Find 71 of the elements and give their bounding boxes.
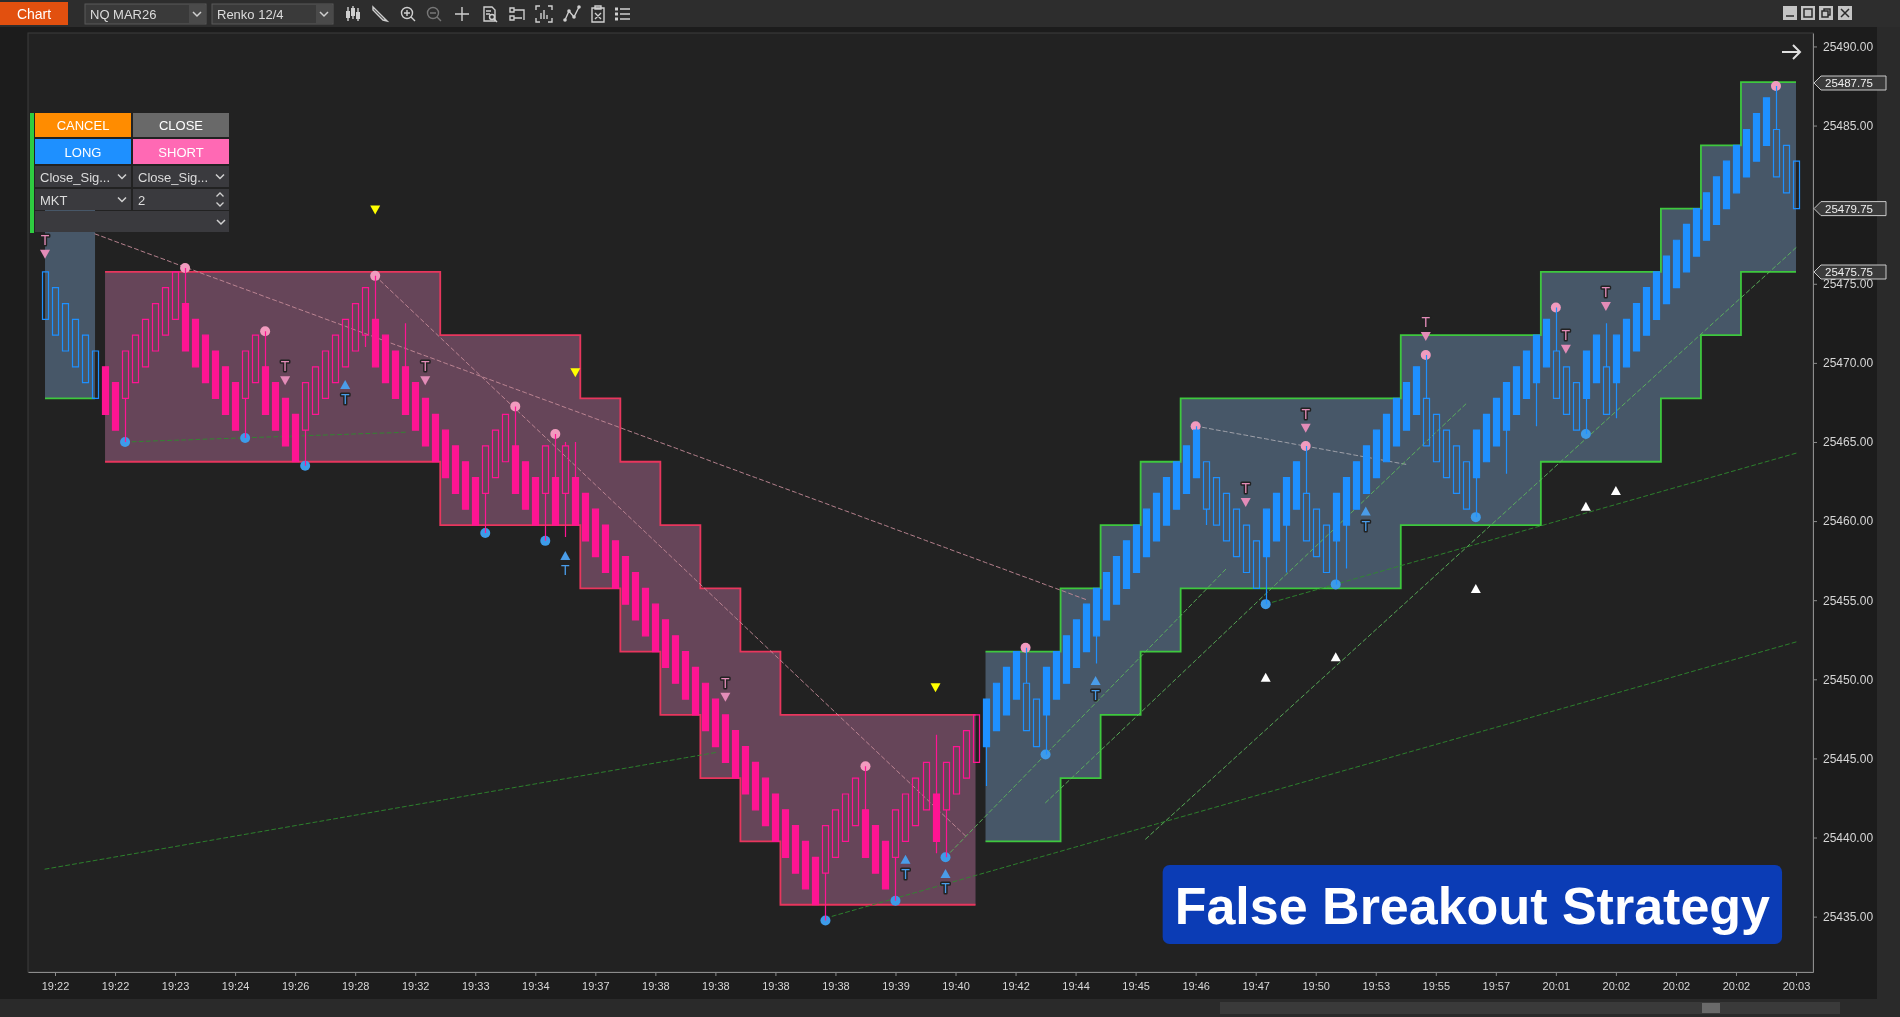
x-tick-label: 19:44: [1062, 979, 1090, 992]
text: T: [1601, 283, 1611, 300]
y-tick-label: 25485.00: [1823, 118, 1874, 133]
x-tick-label: 19:24: [221, 979, 250, 992]
x-tick-label: 19:42: [1002, 979, 1030, 992]
x-tick-label: 19:34: [522, 979, 550, 992]
text: T: [1421, 313, 1431, 330]
x-tick-label: 20:03: [1782, 979, 1811, 992]
annotation: Close_Sig...: [138, 169, 209, 185]
text: T: [1301, 405, 1310, 422]
series-label: T: [340, 391, 350, 408]
y-tick-label: 25470.00: [1823, 356, 1874, 371]
x-tick-label: 19:46: [1182, 979, 1210, 992]
text: T: [1241, 480, 1250, 497]
text: T: [561, 561, 570, 578]
text: T: [721, 674, 730, 691]
x-tick-label: 19:57: [1482, 979, 1511, 992]
x-tick-label: 19:55: [1422, 979, 1451, 992]
x-tick-label: 20:01: [1542, 979, 1571, 992]
annotation: SHORT: [158, 144, 204, 160]
x-tick-label: 19:38: [762, 979, 790, 992]
text: T: [1561, 326, 1571, 343]
text: T: [1091, 686, 1100, 703]
x-tick-label: 19:38: [702, 979, 730, 992]
y-tick-label: 25490.00: [1823, 39, 1874, 54]
annotation: Close_Sig...: [40, 169, 111, 185]
x-tick-label: 19:38: [822, 979, 850, 992]
text: Chart: [16, 5, 52, 22]
x-tick-label: 19:40: [942, 979, 970, 992]
y-tick-label: 25475.00: [1823, 277, 1874, 292]
x-tick-label: 20:02: [1722, 979, 1751, 992]
x-tick-label: 19:28: [341, 979, 370, 992]
series-label: T: [40, 231, 50, 248]
text: 25479.75: [1825, 202, 1873, 215]
x-tick-label: 19:23: [161, 979, 190, 992]
y-tick-label: 25460.00: [1823, 514, 1874, 529]
y-tick-label: 25465.00: [1823, 435, 1874, 450]
text: T: [280, 358, 290, 375]
x-tick-label: 19:32: [401, 979, 430, 992]
x-tick-label: 19:38: [642, 979, 670, 992]
x-tick-label: 20:02: [1602, 979, 1631, 992]
annotation: CANCEL: [56, 118, 110, 133]
x-tick-label: 20:02: [1662, 979, 1691, 992]
y-tick-label: 25445.00: [1823, 751, 1874, 766]
text: 25475.75: [1825, 266, 1873, 278]
annotation: 2: [138, 192, 146, 208]
x-tick-label: 19:33: [461, 979, 490, 992]
x-tick-label: 19:22: [101, 979, 130, 992]
x-tick-label: 19:37: [582, 979, 610, 992]
text: T: [941, 879, 950, 896]
y-tick-label: 25450.00: [1823, 672, 1874, 687]
x-tick-label: 19:26: [281, 979, 310, 992]
text: NQ MAR26: [90, 7, 157, 22]
text: Renko 12/4: [217, 7, 284, 22]
text: 25487.75: [1825, 77, 1873, 89]
text: T: [420, 358, 430, 375]
x-tick-label: 19:47: [1242, 979, 1270, 992]
text: T: [1361, 517, 1371, 534]
text: False Breakout Strategy: [1174, 877, 1771, 935]
x-tick-label: 19:45: [1122, 979, 1150, 992]
x-tick-label: 19:53: [1362, 979, 1391, 992]
x-tick-label: 19:22: [41, 979, 70, 992]
annotation: MKT: [40, 192, 68, 208]
text: T: [901, 865, 910, 882]
y-tick-label: 25455.00: [1823, 593, 1874, 608]
annotation: CLOSE: [158, 118, 204, 133]
x-tick-label: 19:39: [882, 979, 910, 992]
y-tick-label: 25435.00: [1823, 909, 1874, 924]
annotation: LONG: [64, 144, 102, 160]
y-tick-label: 25440.00: [1823, 830, 1874, 845]
x-tick-label: 19:50: [1302, 979, 1330, 992]
